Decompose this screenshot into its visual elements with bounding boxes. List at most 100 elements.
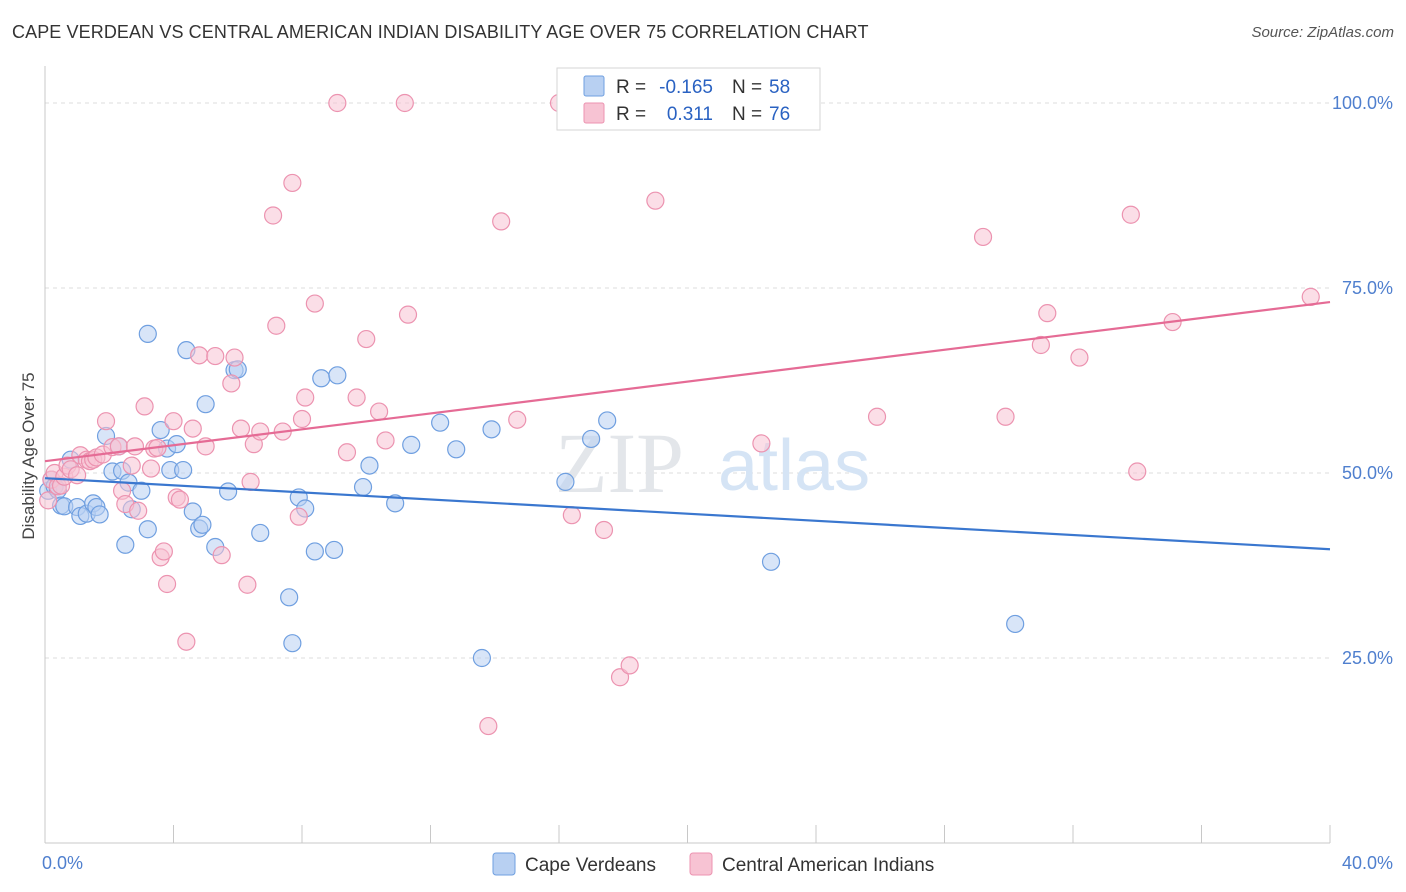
central-american-indian-point-71 (752, 434, 771, 453)
cape-verdean-point-12 (90, 505, 109, 524)
watermark: ZIP atlas (555, 415, 870, 511)
cape-verdean-point-20 (132, 481, 151, 500)
legend-label-central-american-indians: Central American Indians (722, 855, 934, 876)
central-american-indian-point-60 (395, 93, 414, 113)
central-american-indian-point-59 (376, 431, 395, 450)
cape-verdean-point-34 (219, 482, 238, 501)
cape-verdean-point-29 (183, 502, 202, 521)
trend-line-central-american-indians (44, 300, 1331, 463)
central-american-indian-point-50 (289, 507, 308, 526)
axes (44, 66, 1331, 844)
central-american-indian-point-63 (492, 212, 511, 231)
central-american-indian-point-45 (251, 422, 270, 441)
central-american-indian-point-61 (398, 305, 418, 324)
y-tick-label-0: 25.0% (1342, 648, 1393, 668)
cape-verdean-point-37 (251, 523, 270, 543)
x-tick-labels: 0.0% 40.0% (42, 853, 1393, 873)
series-legend: Cape Verdeans Central American Indians (492, 852, 934, 876)
central-american-indian-point-57 (357, 329, 376, 349)
cape-verdean-point-44 (325, 540, 344, 560)
cape-verdean-point-54 (556, 472, 575, 491)
cape-verdean-point-43 (312, 369, 331, 388)
correlation-legend: R = -0.165 N = 58 R = 0.311 N = 76 (556, 67, 821, 131)
central-american-indian-point-70 (646, 191, 665, 210)
x-tick-label-min: 0.0% (42, 853, 83, 873)
legend-n-label-blue: N = (732, 77, 762, 98)
central-american-indian-point-43 (241, 472, 260, 491)
central-american-indian-point-39 (222, 374, 241, 393)
central-american-indian-point-68 (610, 668, 630, 687)
cape-verdean-point-55 (582, 429, 601, 449)
cape-verdean-point-58 (1006, 614, 1025, 634)
legend-r-value-pink: 0.311 (667, 104, 713, 125)
central-american-indian-point-58 (370, 402, 389, 421)
central-american-indian-point-23 (135, 397, 154, 416)
y-tick-label-2: 75.0% (1342, 278, 1393, 298)
x-tick-label-max: 40.0% (1342, 853, 1393, 873)
central-american-indian-point-51 (292, 409, 312, 429)
watermark-zip: ZIP (555, 415, 684, 511)
central-american-indian-point-62 (479, 716, 498, 736)
central-american-indian-point-77 (1070, 348, 1089, 367)
legend-r-label-pink: R = (616, 104, 646, 125)
central-american-indian-point-76 (1038, 304, 1057, 323)
legend-swatch-central-american-indians (689, 852, 713, 876)
cape-verdean-point-51 (447, 440, 466, 459)
central-american-indian-point-41 (231, 419, 251, 438)
central-american-indian-point-34 (183, 419, 202, 438)
y-tick-label-1: 50.0% (1342, 463, 1393, 483)
central-american-indian-point-33 (177, 632, 196, 651)
legend-swatch-cape-verdeans (492, 852, 516, 876)
legend-swatch-blue (583, 75, 605, 97)
cape-verdean-point-57 (761, 552, 781, 571)
chart-title: CAPE VERDEAN VS CENTRAL AMERICAN INDIAN … (12, 22, 869, 42)
central-american-indian-point-64 (508, 410, 527, 429)
cape-verdean-point-49 (402, 435, 421, 454)
central-american-indian-point-30 (164, 412, 183, 431)
central-american-indian-point-53 (305, 294, 324, 313)
cape-verdean-point-21 (138, 520, 157, 539)
y-tick-label-3: 100.0% (1332, 93, 1393, 113)
source-label: Source: ZipAtlas.com (1251, 24, 1394, 41)
cape-verdean-point-38 (280, 588, 299, 607)
legend-label-cape-verdeans: Cape Verdeans (525, 855, 656, 876)
y-axis-label: Disability Age Over 75 (19, 372, 38, 539)
central-american-indian-point-40 (225, 348, 244, 367)
y-tick-labels: 25.0% 50.0% 75.0% 100.0% (1332, 93, 1393, 668)
trend-line-cape-verdeans (44, 477, 1331, 551)
cape-verdean-point-46 (353, 477, 373, 497)
central-american-indian-point-29 (157, 574, 177, 594)
central-american-indian-point-74 (996, 407, 1015, 426)
legend-n-value-pink: 76 (769, 104, 790, 125)
central-american-indian-point-78 (1128, 462, 1147, 481)
cape-verdean-point-52 (472, 648, 491, 668)
central-american-indian-point-69 (620, 656, 639, 675)
central-american-indian-point-28 (154, 542, 173, 561)
cape-verdean-point-50 (431, 413, 450, 432)
central-american-indian-point-73 (973, 227, 993, 247)
cape-verdean-point-32 (196, 395, 215, 414)
cape-verdean-point-27 (174, 460, 193, 480)
central-american-indian-point-32 (170, 490, 190, 509)
central-american-indian-point-24 (141, 459, 161, 478)
central-american-indian-point-46 (263, 206, 283, 225)
central-american-indian-point-38 (212, 546, 231, 565)
cape-verdean-point-22 (138, 324, 157, 343)
central-american-indian-point-54 (328, 93, 347, 113)
central-american-indian-point-22 (129, 501, 148, 520)
watermark-atlas: atlas (718, 426, 870, 506)
legend-n-value-blue: 58 (769, 77, 790, 98)
cape-verdean-point-42 (305, 542, 324, 561)
central-american-indian-point-56 (347, 388, 366, 407)
cape-verdean-point-17 (116, 535, 135, 554)
central-american-indian-point-15 (96, 412, 116, 431)
central-american-indian-point-37 (206, 346, 225, 366)
central-american-indian-point-79 (1121, 205, 1140, 224)
central-american-indian-point-35 (190, 346, 209, 365)
cape-verdean-point-47 (360, 456, 379, 475)
cape-verdean-point-53 (482, 420, 501, 439)
central-american-indian-point-55 (337, 443, 357, 462)
legend-n-label-pink: N = (732, 104, 762, 125)
trend-lines (44, 300, 1331, 551)
